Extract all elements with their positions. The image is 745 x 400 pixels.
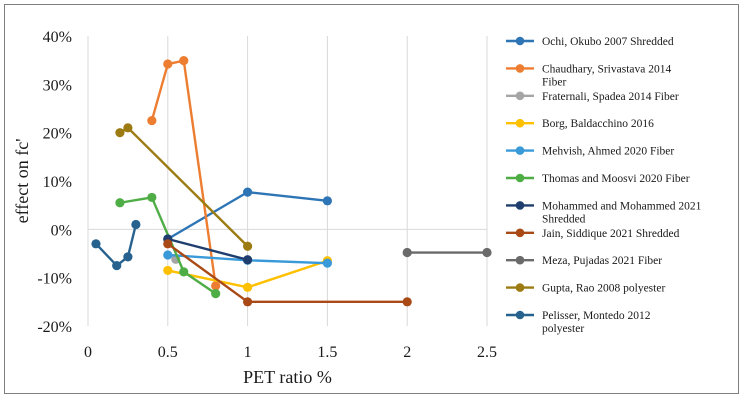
data-point	[163, 239, 173, 249]
data-point	[482, 247, 492, 258]
data-point	[163, 250, 173, 260]
y-tick-label: -10%	[37, 271, 72, 288]
legend: Ochi, Okubo 2007 Shredded Chaudhary, Sriv…	[506, 36, 702, 335]
legend-label: Fraternali, Spadea 2014 Fiber	[542, 91, 679, 103]
legend-label: Borg, Baldacchino 2016	[542, 118, 654, 130]
legend-label: Pelisser, Montedo 2012 polyester	[542, 310, 651, 335]
legend-label: Mehvish, Ahmed 2020 Fiber	[542, 146, 674, 158]
series	[163, 239, 412, 307]
legend-swatch-marker	[515, 283, 525, 292]
series-layer	[91, 56, 492, 307]
data-point	[243, 282, 253, 292]
data-point	[211, 281, 221, 291]
legend-label: Ochi, Okubo 2007 Shredded	[542, 36, 674, 48]
data-point	[322, 196, 332, 206]
x-tick-label: 2.5	[477, 344, 497, 361]
data-point	[131, 219, 141, 230]
data-point	[147, 192, 157, 203]
legend-swatch-marker	[515, 118, 525, 128]
legend-swatch-marker	[515, 36, 525, 46]
data-point	[179, 267, 189, 277]
x-tick-label: 2	[403, 344, 411, 361]
data-point	[163, 265, 173, 276]
y-tick-label: 0%	[51, 222, 72, 239]
y-tick-label: -20%	[37, 319, 72, 336]
chart-frame	[4, 4, 739, 394]
data-point	[112, 260, 122, 271]
legend-label: Jain, Siddique 2021 Shredded	[542, 228, 680, 240]
data-point	[211, 289, 221, 299]
series	[115, 123, 253, 251]
data-point	[147, 115, 157, 126]
legend-label: Chaudhary, Srivastava 2014 Fiber	[542, 63, 671, 88]
series	[402, 247, 492, 258]
x-tick-label: 1	[244, 344, 252, 361]
data-point	[115, 128, 125, 138]
y-tick-label: 20%	[43, 126, 72, 143]
series-line	[150, 59, 217, 287]
data-point	[243, 255, 253, 265]
data-point	[402, 297, 412, 307]
tick-labels: 40% 30% 20% 10% 0% -10% -20% 0 0.5 1 1.5 2 2.5	[37, 29, 497, 361]
data-point	[243, 241, 253, 251]
legend-swatch-marker	[515, 255, 525, 265]
series	[91, 219, 141, 271]
series-line	[95, 224, 138, 267]
legend-swatch-marker	[515, 201, 525, 210]
legend-label: Meza, Pujadas 2021 Fiber	[542, 255, 662, 267]
x-tick-label: 0	[84, 344, 92, 361]
data-point	[322, 258, 332, 268]
y-tick-label: 30%	[43, 77, 72, 94]
legend-swatch-marker	[515, 310, 525, 320]
legend-label: Mohammed and Mohammed 2021 Shredded	[542, 200, 702, 225]
series-line	[167, 237, 248, 261]
y-axis-title: effect on fc'	[12, 139, 32, 224]
legend-swatch-marker	[515, 146, 525, 155]
y-tick-label: 10%	[43, 174, 72, 191]
legend-label: Gupta, Rao 2008 polyester	[542, 283, 665, 295]
series	[147, 56, 221, 291]
y-tick-label: 40%	[43, 29, 72, 46]
data-point	[123, 252, 133, 262]
data-point	[163, 59, 173, 69]
legend-swatch-marker	[515, 173, 525, 183]
x-tick-label: 0.5	[158, 344, 178, 361]
grid-layer	[87, 36, 488, 326]
legend-swatch-marker	[515, 228, 525, 238]
legend-swatch-marker	[515, 91, 525, 101]
legend-label: Thomas and Moosvi 2020 Fiber	[542, 173, 690, 185]
x-tick-label: 1.5	[317, 344, 337, 361]
series	[163, 256, 332, 292]
data-point	[115, 198, 125, 208]
data-point	[243, 187, 253, 197]
data-point	[123, 123, 133, 133]
data-point	[243, 297, 253, 307]
legend-swatch-marker	[515, 64, 525, 73]
data-point	[179, 56, 189, 66]
x-axis-title: PET ratio %	[243, 367, 332, 387]
data-point	[91, 239, 101, 249]
data-point	[402, 247, 412, 258]
